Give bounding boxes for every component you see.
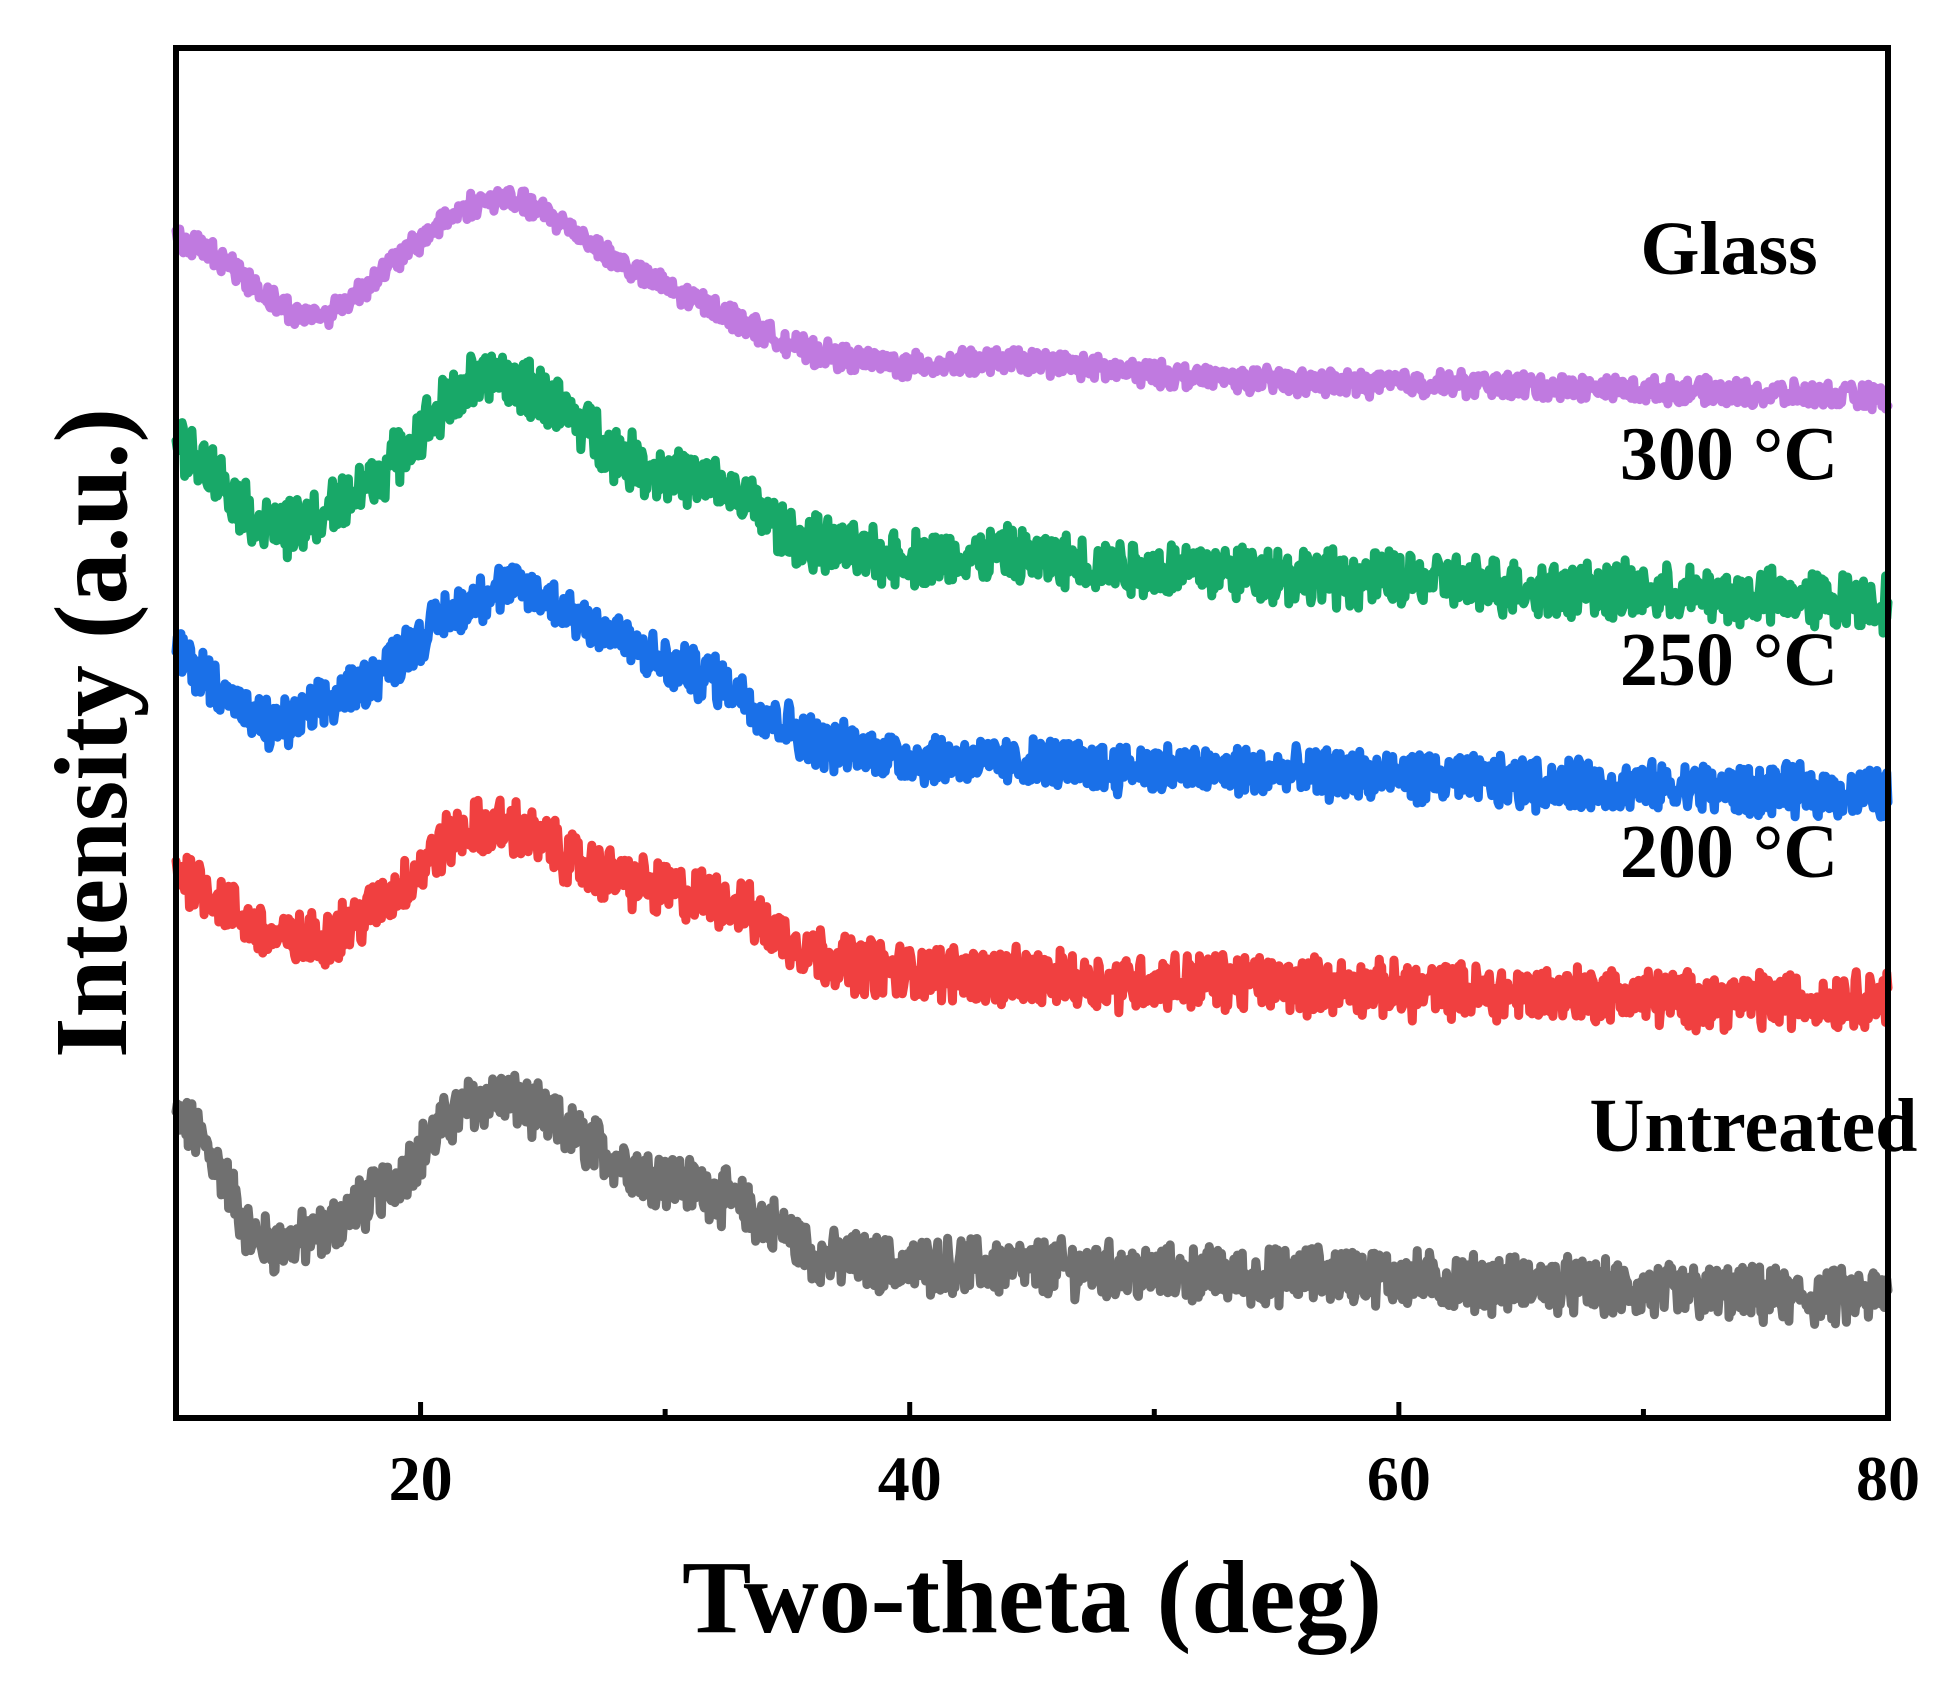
series-layer (171, 185, 1893, 1329)
series-line-250-c (171, 562, 1893, 822)
plot-frame (173, 45, 1891, 1421)
series-label-glass: Glass (1640, 207, 1817, 291)
tick-layer: 20 40 60 80 (389, 1402, 1920, 1514)
y-axis-title: Intensity (a.u.) (34, 408, 149, 1058)
series-label-200-c: 200 °C (1620, 810, 1838, 894)
series-label-untreated: Untreated (1590, 1084, 1918, 1168)
series-line-untreated (171, 1070, 1893, 1329)
series-line-300-c (171, 351, 1893, 638)
series-label-250-c: 250 °C (1620, 618, 1838, 702)
series-line-200-c (171, 795, 1893, 1036)
series-label-300-c: 300 °C (1620, 413, 1838, 497)
x-tick-label-80: 80 (1856, 1443, 1920, 1514)
x-tick-label-20: 20 (389, 1443, 453, 1514)
series-line-glass (171, 185, 1893, 415)
x-axis-title: Two-theta (deg) (682, 1540, 1382, 1655)
x-tick-label-60: 60 (1367, 1443, 1431, 1514)
x-tick-label-40: 40 (878, 1443, 942, 1514)
label-layer: Glass 300 °C 250 °C 200 °C Untreated (1590, 207, 1918, 1168)
